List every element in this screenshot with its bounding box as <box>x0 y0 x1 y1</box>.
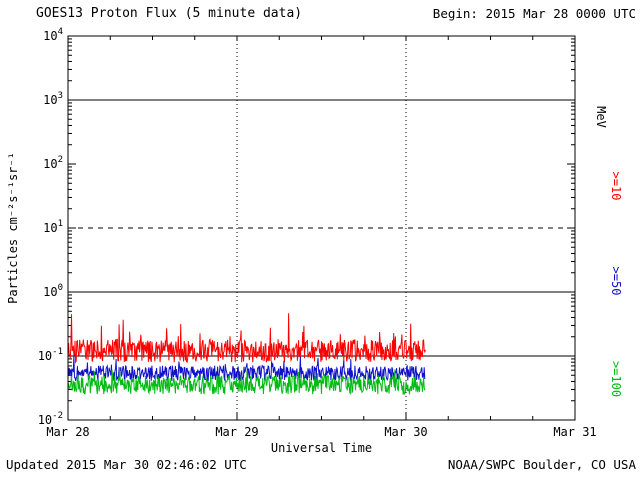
svg-text:Mar 30: Mar 30 <box>384 425 427 439</box>
svg-text:101: 101 <box>43 219 63 235</box>
proton-flux-plot: 104 103 102 101 100 10-1 10-2 Mar 28 Mar 29 Mar 3… <box>38 27 597 455</box>
gridlines <box>68 36 575 420</box>
svg-text:Mar 29: Mar 29 <box>215 425 258 439</box>
data-series <box>67 313 426 396</box>
svg-text:Mar 28: Mar 28 <box>46 425 89 439</box>
begin-time-label: Begin: 2015 Mar 28 0000 UTC <box>432 6 636 21</box>
series-gege100 <box>67 367 426 396</box>
series-gege50 <box>67 355 426 383</box>
svg-text:100: 100 <box>43 283 63 299</box>
svg-text:10-1: 10-1 <box>38 347 63 363</box>
x-axis-label: Universal Time <box>271 441 372 455</box>
chart-title: GOES13 Proton Flux (5 minute data) <box>36 6 303 21</box>
svg-text:103: 103 <box>43 91 63 107</box>
credit-label: NOAA/SWPC Boulder, CO USA <box>447 457 636 472</box>
svg-text:104: 104 <box>43 27 63 43</box>
series-gege10 <box>67 313 426 364</box>
x-tick-labels: Mar 28 Mar 29 Mar 30 Mar 31 <box>46 425 596 439</box>
plot-border <box>67 35 576 421</box>
updated-timestamp: Updated 2015 Mar 30 02:46:02 UTC <box>6 457 247 472</box>
svg-text:Mar 31: Mar 31 <box>553 425 596 439</box>
svg-text:102: 102 <box>43 155 63 171</box>
